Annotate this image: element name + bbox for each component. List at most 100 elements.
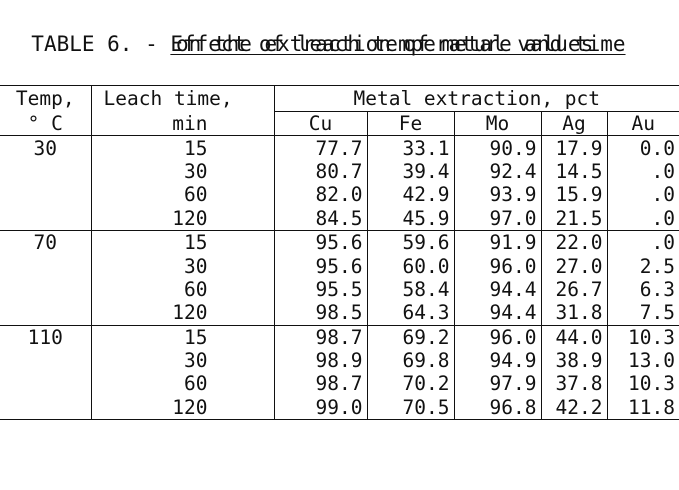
cell-mo: 94.9 xyxy=(453,348,541,373)
cell-leach-time: 30 xyxy=(90,159,274,184)
cell-fe: 64.3 xyxy=(366,301,454,326)
cell-ag: 21.5 xyxy=(540,206,607,231)
header-time-top: Leach time, xyxy=(90,85,274,112)
cell-fe: 69.2 xyxy=(366,325,454,349)
header-metal-cu: Cu xyxy=(273,111,367,137)
header-metal-group: Metal extraction, pct xyxy=(273,85,679,112)
cell-cu: 84.5 xyxy=(273,206,367,231)
cell-leach-time: 60 xyxy=(90,277,274,302)
cell-mo: 97.0 xyxy=(453,206,541,231)
cell-fe: 39.4 xyxy=(366,159,454,184)
cell-cu: 98.7 xyxy=(273,372,367,396)
caption-title-line2: on the extraction of metal values xyxy=(176,32,594,56)
cell-temp: 70 xyxy=(33,231,57,255)
table-row: 120 98.5 64.3 94.4 31.8 7.5 xyxy=(0,301,679,326)
table-row: 110 15 98.7 69.2 96.0 44.0 10.3 xyxy=(0,325,679,349)
cell-ag: 27.0 xyxy=(540,254,607,278)
header-metal-fe: Fe xyxy=(366,111,454,137)
cell-cu: 98.5 xyxy=(273,301,367,326)
cell-cu: 95.6 xyxy=(273,254,367,278)
cell-mo: 93.9 xyxy=(453,183,541,207)
extraction-table: Temp, Leach time, Metal extraction, pct … xyxy=(0,85,679,421)
header-time-bottom: min xyxy=(90,111,274,137)
cell-mo: 94.4 xyxy=(453,301,541,326)
cell-temp xyxy=(0,160,91,183)
cell-temp xyxy=(0,183,91,206)
header-metal-au: Au xyxy=(606,111,679,137)
cell-ag: 14.5 xyxy=(540,159,607,184)
cell-leach-time: 30 xyxy=(90,254,274,278)
cell-leach-time: 120 xyxy=(90,395,274,421)
table-body: 30 15 77.7 33.1 90.9 17.9 0.0 30 80.7 39.4 92.4 14.… xyxy=(0,135,679,421)
table-row: 30 95.6 60.0 96.0 27.0 2.5 xyxy=(0,254,679,278)
cell-leach-time: 120 xyxy=(90,301,274,326)
cell-ag: 22.0 xyxy=(540,230,607,255)
cell-au: .0 xyxy=(606,206,679,231)
cell-temp xyxy=(0,372,91,395)
table-row: 30 80.7 39.4 92.4 14.5.0 xyxy=(0,159,679,184)
cell-fe: 60.0 xyxy=(366,254,454,278)
header-metal-mo: Mo xyxy=(453,111,541,137)
cell-fe: 70.2 xyxy=(366,372,454,396)
caption-title-line1: Effect of leach temperature and time xyxy=(170,32,626,56)
cell-ag: 44.0 xyxy=(540,325,607,349)
cell-temp: 110 xyxy=(27,325,63,349)
cell-au: 0.0 xyxy=(606,135,679,160)
header-temp-bottom: ° C xyxy=(0,111,91,137)
cell-au: 11.8 xyxy=(606,395,679,421)
cell-mo: 96.8 xyxy=(453,395,541,421)
cell-ag: 37.8 xyxy=(540,372,607,396)
cell-leach-time: 15 xyxy=(90,325,274,349)
cell-fe: 70.5 xyxy=(366,395,454,421)
cell-mo: 94.4 xyxy=(453,277,541,302)
table-row: 60 95.5 58.4 94.4 26.7 6.3 xyxy=(0,277,679,302)
cell-mo: 97.9 xyxy=(453,372,541,396)
cell-leach-time: 30 xyxy=(90,348,274,373)
table-row: 120 84.5 45.9 97.0 21.5.0 xyxy=(0,206,679,231)
table-row: 30 15 77.7 33.1 90.9 17.9 0.0 xyxy=(0,135,679,160)
cell-fe: 33.1 xyxy=(366,135,454,160)
cell-au: 6.3 xyxy=(606,277,679,302)
cell-temp: 30 xyxy=(33,136,57,160)
table-row: 70 15 95.6 59.6 91.9 22.0.0 xyxy=(0,230,679,255)
cell-au: 13.0 xyxy=(606,348,679,373)
cell-au: 7.5 xyxy=(606,301,679,326)
cell-leach-time: 15 xyxy=(90,135,274,160)
cell-mo: 91.9 xyxy=(453,230,541,255)
cell-temp xyxy=(0,206,91,231)
cell-mo: 92.4 xyxy=(453,159,541,184)
table-caption: TABLE 6. - Effect of leach temperature a… xyxy=(6,4,678,85)
cell-leach-time: 60 xyxy=(90,372,274,396)
cell-leach-time: 120 xyxy=(90,206,274,231)
cell-temp xyxy=(0,301,91,326)
table-header: Temp, Leach time, Metal extraction, pct … xyxy=(0,85,679,137)
cell-temp xyxy=(0,349,91,372)
cell-cu: 98.9 xyxy=(273,348,367,373)
cell-leach-time: 60 xyxy=(90,183,274,207)
cell-fe: 58.4 xyxy=(366,277,454,302)
cell-ag: 26.7 xyxy=(540,277,607,302)
cell-cu: 99.0 xyxy=(273,395,367,421)
cell-temp xyxy=(0,278,91,301)
cell-cu: 82.0 xyxy=(273,183,367,207)
cell-ag: 15.9 xyxy=(540,183,607,207)
table-row: 30 98.9 69.8 94.9 38.9 13.0 xyxy=(0,348,679,373)
cell-temp xyxy=(0,254,91,277)
caption-label: TABLE 6. - xyxy=(31,32,171,56)
cell-au: 2.5 xyxy=(606,254,679,278)
cell-leach-time: 15 xyxy=(90,230,274,255)
cell-cu: 95.6 xyxy=(273,230,367,255)
cell-au: .0 xyxy=(606,230,679,255)
cell-au: 10.3 xyxy=(606,325,679,349)
cell-cu: 77.7 xyxy=(273,135,367,160)
cell-fe: 42.9 xyxy=(366,183,454,207)
cell-mo: 96.0 xyxy=(453,325,541,349)
cell-au: .0 xyxy=(606,183,679,207)
header-metal-ag: Ag xyxy=(540,111,607,137)
table-row: 60 98.7 70.2 97.9 37.8 10.3 xyxy=(0,372,679,396)
cell-au: .0 xyxy=(606,159,679,184)
cell-cu: 95.5 xyxy=(273,277,367,302)
cell-temp xyxy=(0,395,91,421)
table-row: 120 99.0 70.5 96.8 42.2 11.8 xyxy=(0,395,679,421)
cell-au: 10.3 xyxy=(606,372,679,396)
